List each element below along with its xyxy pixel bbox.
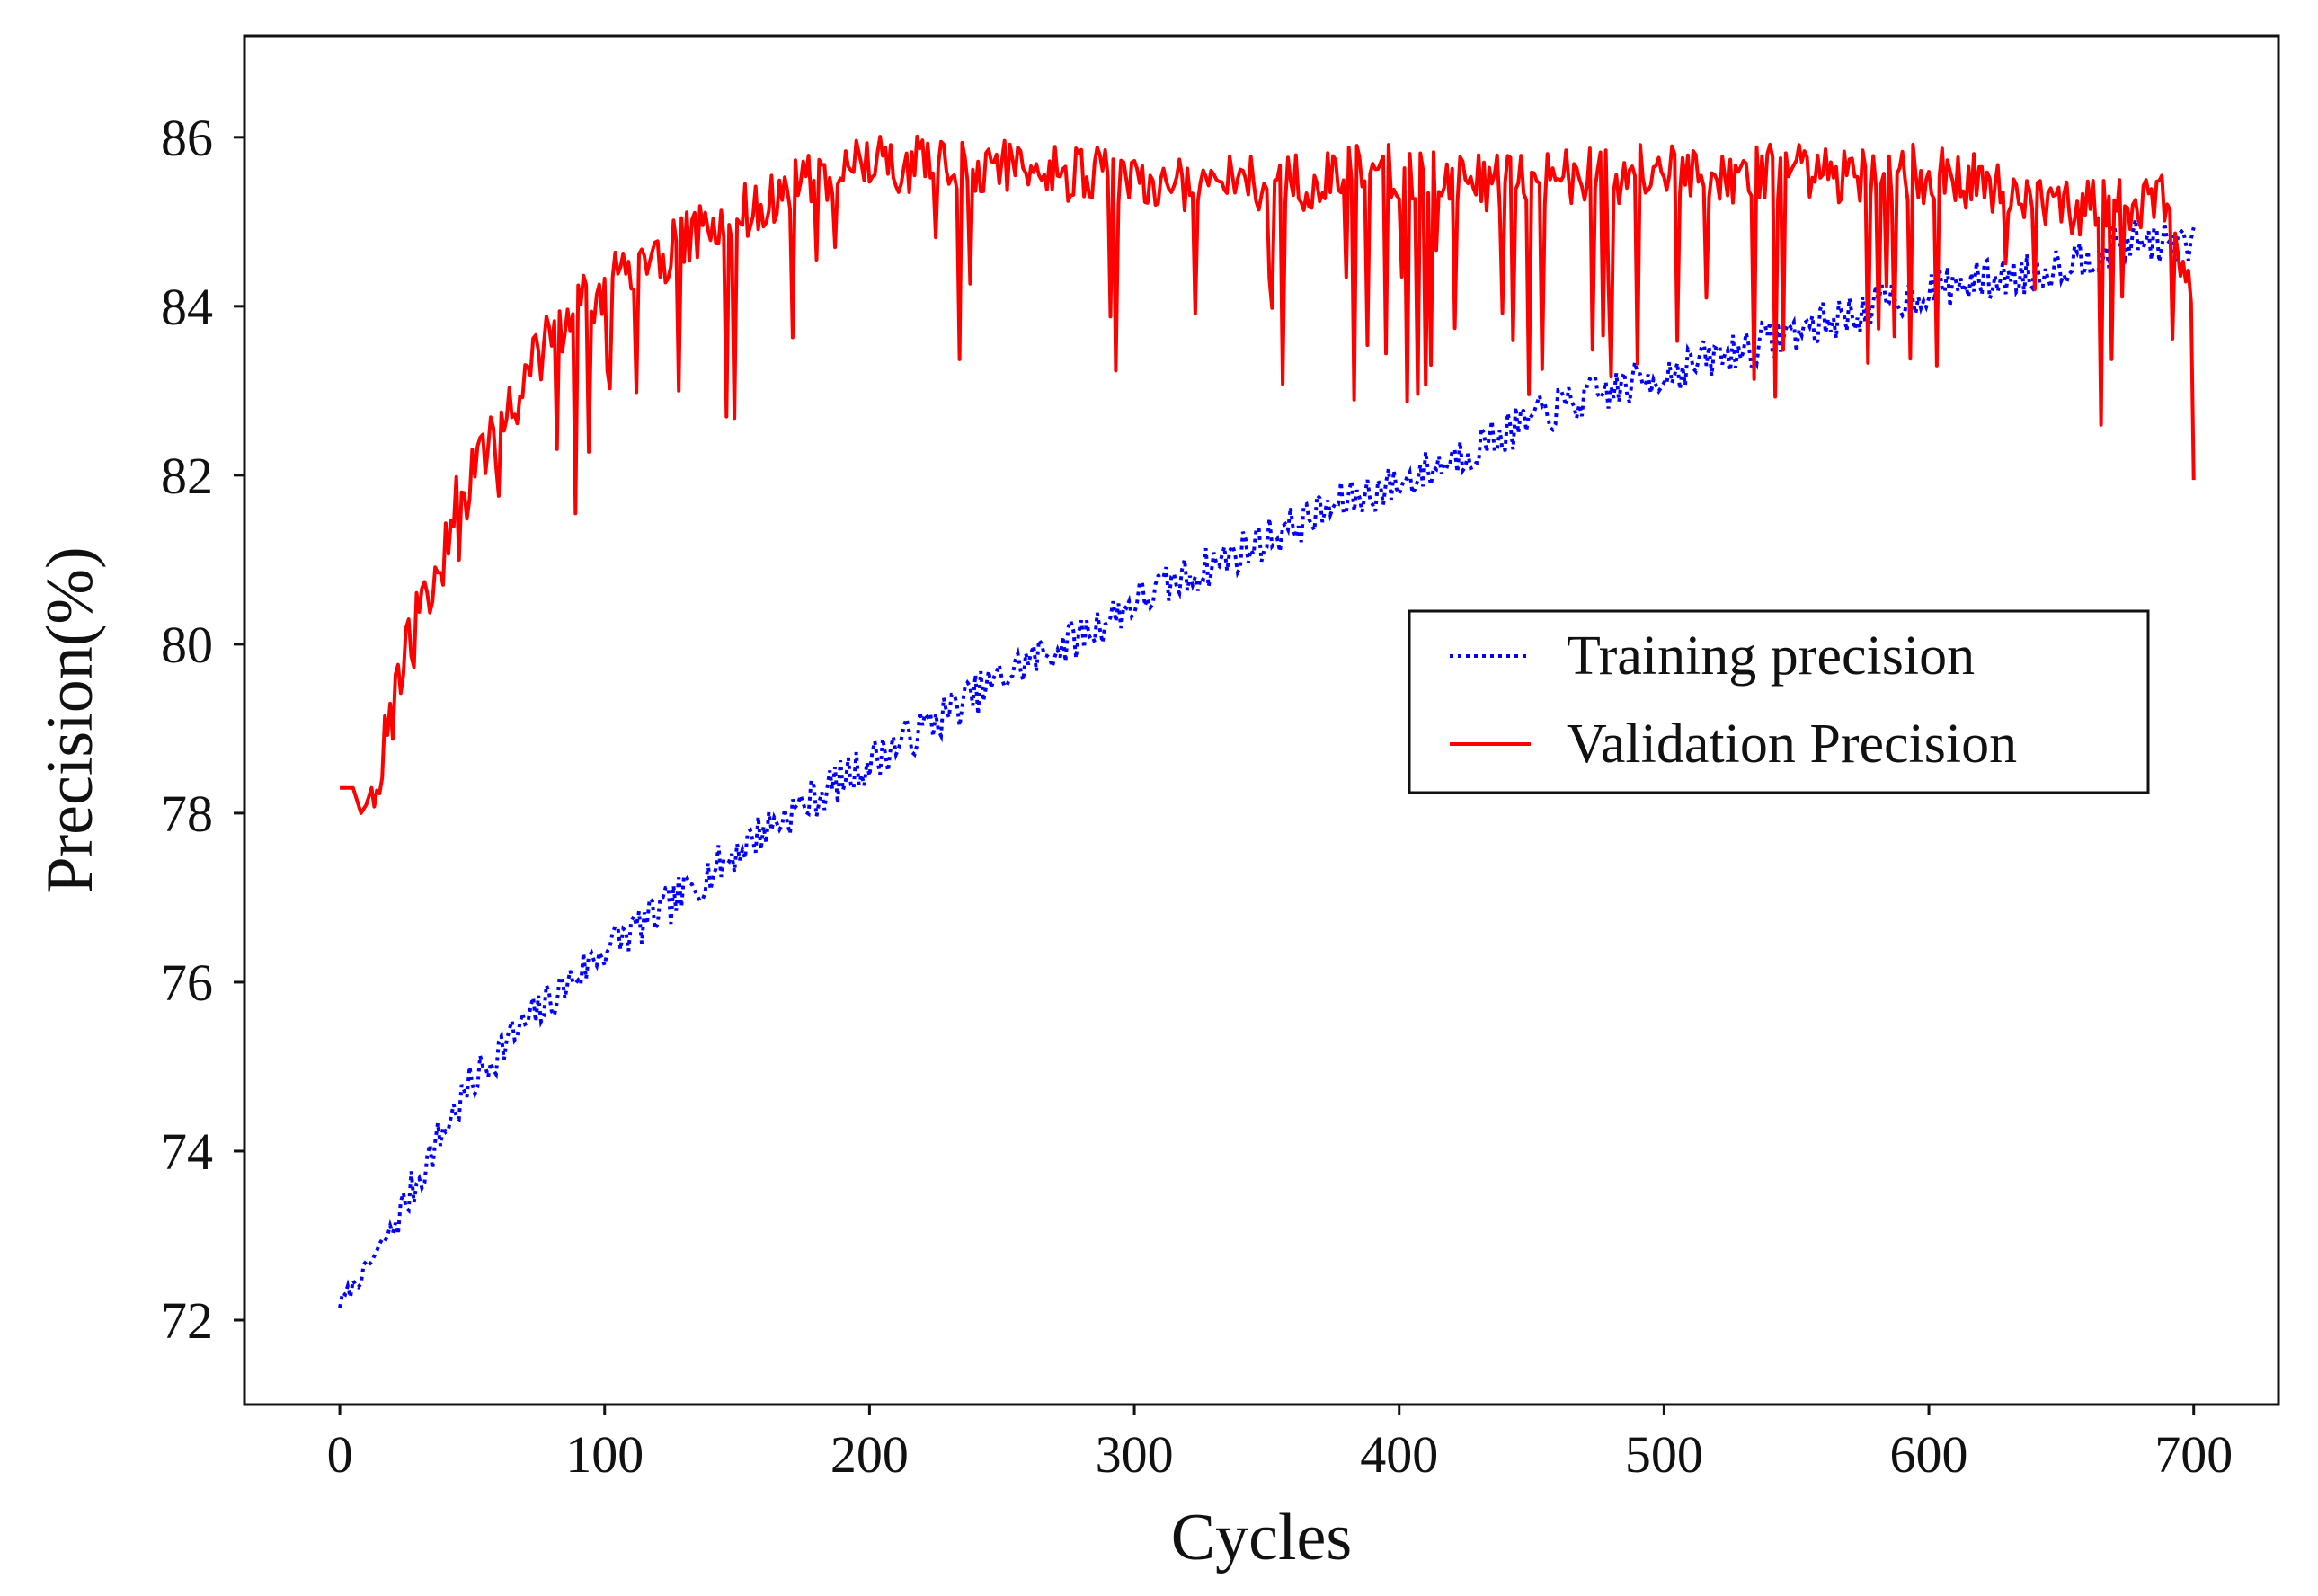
- series-layer: [338, 134, 2196, 1308]
- legend: Training precision Validation Precision: [1408, 609, 2150, 794]
- y-axis-label: Precision(%): [33, 546, 107, 893]
- x-tick-label: 200: [830, 1425, 909, 1484]
- series-line-validation: [340, 134, 2196, 815]
- y-tick-label: 80: [161, 616, 213, 674]
- y-tick-label: 76: [161, 953, 213, 1012]
- y-axis-ticks: 72 74 76 78 80 82 84 86: [161, 109, 244, 1350]
- x-axis-label: Cycles: [1171, 1501, 1352, 1574]
- x-tick-label: 100: [565, 1425, 644, 1484]
- series-line-training: [338, 218, 2196, 1308]
- y-tick-label: 72: [161, 1291, 213, 1350]
- x-tick-label: 400: [1360, 1425, 1438, 1484]
- x-tick-label: 500: [1625, 1425, 1703, 1484]
- legend-label-validation: Validation Precision: [1567, 714, 2017, 775]
- x-tick-label: 0: [327, 1425, 353, 1484]
- x-tick-label: 300: [1096, 1425, 1174, 1484]
- x-tick-label: 600: [1890, 1425, 1968, 1484]
- legend-label-training: Training precision: [1567, 625, 1975, 687]
- legend-box: [1408, 609, 2150, 794]
- x-axis-ticks: 0 100 200 300 400 500 600 700: [327, 1405, 2233, 1484]
- y-tick-label: 78: [161, 785, 213, 843]
- y-tick-label: 82: [161, 447, 213, 505]
- y-tick-label: 84: [161, 278, 213, 336]
- y-tick-label: 74: [161, 1122, 213, 1181]
- plot-frame: [243, 34, 2280, 1406]
- x-tick-label: 700: [2154, 1425, 2233, 1484]
- y-tick-label: 86: [161, 109, 213, 167]
